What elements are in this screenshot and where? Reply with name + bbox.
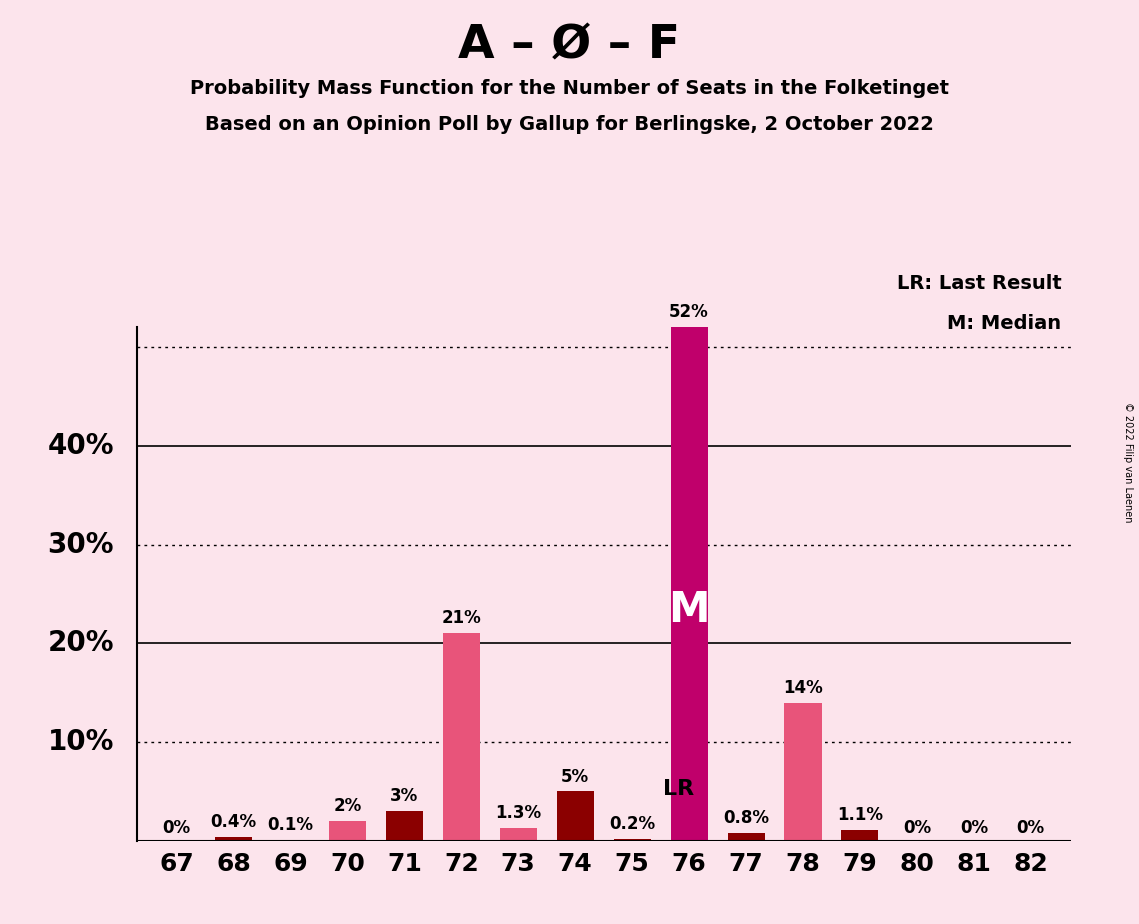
- Text: 21%: 21%: [442, 610, 481, 627]
- Text: M: M: [669, 589, 710, 631]
- Text: Based on an Opinion Poll by Gallup for Berlingske, 2 October 2022: Based on an Opinion Poll by Gallup for B…: [205, 116, 934, 135]
- Text: M: Median: M: Median: [948, 314, 1062, 333]
- Bar: [842, 830, 878, 841]
- Bar: [443, 634, 480, 841]
- Text: 0%: 0%: [960, 819, 988, 837]
- Text: 0%: 0%: [903, 819, 931, 837]
- Text: 30%: 30%: [48, 530, 114, 558]
- Text: 2%: 2%: [334, 797, 361, 815]
- Text: 0.2%: 0.2%: [609, 815, 655, 833]
- Text: LR: LR: [663, 779, 695, 799]
- Bar: [557, 792, 593, 841]
- Bar: [728, 833, 764, 841]
- Bar: [785, 702, 821, 841]
- Text: 0.4%: 0.4%: [211, 813, 256, 831]
- Text: 3%: 3%: [391, 787, 418, 806]
- Text: 0%: 0%: [163, 819, 190, 837]
- Bar: [215, 837, 252, 841]
- Text: 0%: 0%: [1017, 819, 1044, 837]
- Text: 10%: 10%: [48, 728, 114, 756]
- Text: Probability Mass Function for the Number of Seats in the Folketinget: Probability Mass Function for the Number…: [190, 79, 949, 98]
- Text: 52%: 52%: [670, 303, 708, 322]
- Text: © 2022 Filip van Laenen: © 2022 Filip van Laenen: [1123, 402, 1133, 522]
- Text: 14%: 14%: [784, 678, 822, 697]
- Bar: [614, 839, 650, 841]
- Bar: [386, 811, 423, 841]
- Text: A – Ø – F: A – Ø – F: [458, 23, 681, 68]
- Text: LR: Last Result: LR: Last Result: [896, 274, 1062, 293]
- Text: 5%: 5%: [562, 768, 589, 785]
- Text: 0.1%: 0.1%: [268, 816, 313, 834]
- Text: 1.1%: 1.1%: [837, 806, 883, 824]
- Text: 20%: 20%: [48, 629, 114, 657]
- Text: 1.3%: 1.3%: [495, 804, 541, 822]
- Bar: [671, 327, 707, 841]
- Bar: [500, 828, 536, 841]
- Bar: [272, 840, 309, 841]
- Bar: [329, 821, 366, 841]
- Text: 0.8%: 0.8%: [723, 809, 769, 827]
- Text: 40%: 40%: [48, 432, 114, 460]
